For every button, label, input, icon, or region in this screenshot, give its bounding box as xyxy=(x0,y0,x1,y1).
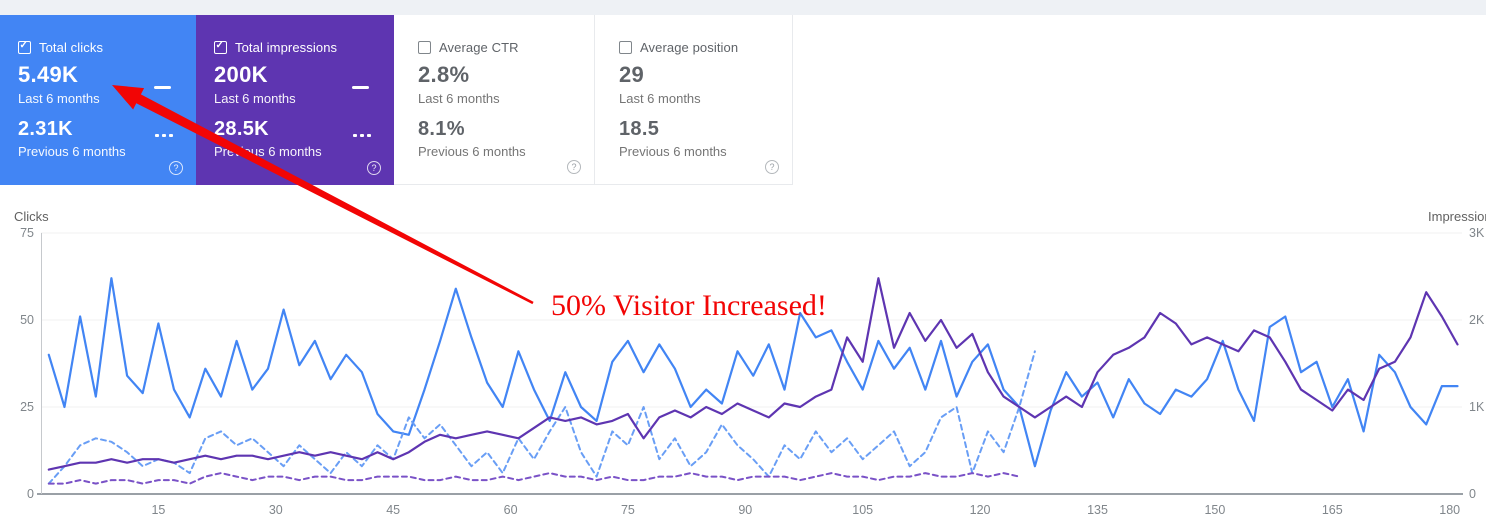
x-axis-tick-label: 120 xyxy=(970,503,991,517)
x-axis-tick-label: 150 xyxy=(1204,503,1225,517)
left-axis-title: Clicks xyxy=(14,209,49,224)
solid-line-indicator-icon xyxy=(352,86,369,89)
left-axis-tick-label: 25 xyxy=(20,400,34,414)
x-axis-tick-label: 180 xyxy=(1439,503,1460,517)
metric-value-current: 2.8% xyxy=(418,62,470,87)
checkbox-unchecked-icon[interactable] xyxy=(619,41,632,54)
left-axis-tick-label: 75 xyxy=(20,226,34,240)
checkbox-unchecked-icon[interactable] xyxy=(418,41,431,54)
right-axis-tick-label: 2K xyxy=(1469,313,1485,327)
card-label: Total impressions xyxy=(235,40,338,55)
metric-caption-current: Last 6 months xyxy=(214,91,296,106)
metric-value-previous: 8.1% xyxy=(418,118,465,140)
checkbox-checked-icon[interactable] xyxy=(214,40,227,54)
left-axis-tick-label: 0 xyxy=(27,487,34,501)
x-axis-tick-label: 15 xyxy=(151,503,165,517)
right-axis-tick-label: 3K xyxy=(1469,226,1485,240)
help-icon[interactable]: ? xyxy=(367,161,381,175)
x-axis-tick-label: 75 xyxy=(621,503,635,517)
card-label: Total clicks xyxy=(39,40,104,55)
x-axis-tick-label: 45 xyxy=(386,503,400,517)
metric-caption-previous: Previous 6 months xyxy=(418,144,526,159)
page-top-strip xyxy=(0,0,1486,15)
help-icon[interactable]: ? xyxy=(765,160,779,174)
card-label: Average position xyxy=(640,40,739,55)
metric-caption-previous: Previous 6 months xyxy=(619,144,727,159)
metric-caption-current: Last 6 months xyxy=(18,91,100,106)
dashed-line-indicator-icon xyxy=(353,134,371,137)
series-impressions-previous-line xyxy=(47,472,1021,485)
x-axis-tick-label: 60 xyxy=(504,503,518,517)
metric-value-previous: 2.31K xyxy=(18,118,73,140)
right-axis-title: Impressions xyxy=(1428,209,1486,224)
metric-value-current: 5.49K xyxy=(18,62,79,87)
series-clicks-current-line xyxy=(47,277,1459,468)
annotation-text: 50% Visitor Increased! xyxy=(551,289,827,322)
card-label: Average CTR xyxy=(439,40,519,55)
metric-value-previous: 18.5 xyxy=(619,118,660,140)
metric-cards-row: Total clicks 5.49K Last 6 months 2.31K P… xyxy=(0,15,793,185)
metric-caption-previous: Previous 6 months xyxy=(18,144,126,159)
series-impressions-current-line xyxy=(47,277,1459,471)
help-icon[interactable]: ? xyxy=(567,160,581,174)
metric-value-current: 200K xyxy=(214,62,268,87)
series-clicks-previous-line xyxy=(47,350,1036,485)
metric-value-current: 29 xyxy=(619,62,645,87)
right-axis-tick-label: 1K xyxy=(1469,400,1485,414)
right-axis-tick-label: 0 xyxy=(1469,487,1476,501)
card-total-clicks[interactable]: Total clicks 5.49K Last 6 months 2.31K P… xyxy=(0,15,196,185)
x-axis-tick-label: 105 xyxy=(852,503,873,517)
x-axis-tick-label: 90 xyxy=(738,503,752,517)
checkbox-checked-icon[interactable] xyxy=(18,40,31,54)
left-axis-tick-label: 50 xyxy=(20,313,34,327)
solid-line-indicator-icon xyxy=(154,86,171,89)
performance-chart: 0 25 50 75 0 1K 2K 3K 15 30 45 60 75 90 105 120 135 150 16… xyxy=(20,226,1485,517)
card-average-ctr[interactable]: Average CTR 2.8% Last 6 months 8.1% Prev… xyxy=(394,15,594,185)
metric-caption-current: Last 6 months xyxy=(418,91,500,106)
x-axis-tick-label: 135 xyxy=(1087,503,1108,517)
card-average-position[interactable]: Average position 29 Last 6 months 18.5 P… xyxy=(594,15,793,185)
x-axis-tick-label: 30 xyxy=(269,503,283,517)
card-total-impressions[interactable]: Total impressions 200K Last 6 months 28.… xyxy=(196,15,394,185)
x-axis-tick-label: 165 xyxy=(1322,503,1343,517)
dashed-line-indicator-icon xyxy=(155,134,173,137)
metric-caption-previous: Previous 6 months xyxy=(214,144,322,159)
help-icon[interactable]: ? xyxy=(169,161,183,175)
metric-caption-current: Last 6 months xyxy=(619,91,701,106)
